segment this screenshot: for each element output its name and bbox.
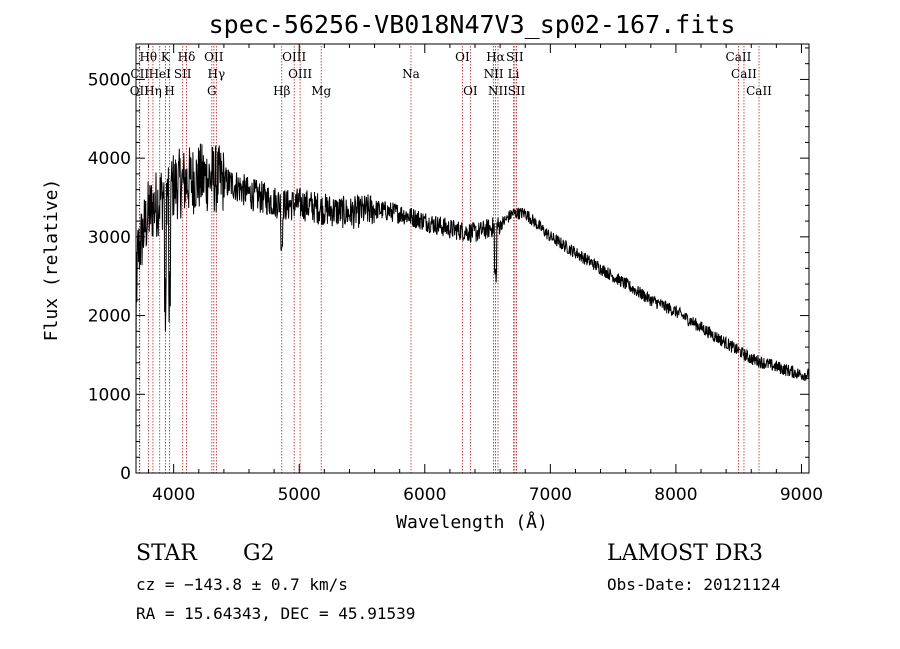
emission-line-label: Hδ <box>178 50 196 64</box>
emission-line-label: Li <box>508 67 520 81</box>
coordinates-info: RA = 15.64343, DEC = 45.91539 <box>136 604 415 623</box>
emission-line-label: K <box>161 50 171 64</box>
object-class: STAR <box>136 541 198 566</box>
x-tick-label: 5000 <box>278 485 321 505</box>
emission-line-label: CaII <box>746 84 772 98</box>
x-axis-label: Wavelength (Å) <box>396 511 548 533</box>
emission-line-label: Hθ <box>139 50 157 64</box>
emission-line-label: Hη <box>144 84 162 98</box>
survey-label: LAMOST DR3 <box>607 541 763 566</box>
y-tick-label: 0 <box>120 464 131 484</box>
y-axis-label: Flux (relative) <box>41 179 62 342</box>
y-tick-label: 1000 <box>88 385 131 405</box>
emission-line-label: NII <box>488 84 508 98</box>
emission-line-label: Hα <box>486 50 505 64</box>
emission-line-label: OIII <box>288 67 312 81</box>
y-tick-label: 5000 <box>88 70 131 90</box>
emission-line-label: Hγ <box>208 67 226 81</box>
y-tick-label: 4000 <box>88 149 131 169</box>
emission-line-label: Na <box>402 67 420 81</box>
object-subclass: G2 <box>243 541 275 566</box>
emission-line-markers <box>138 46 760 473</box>
y-tick-label: 3000 <box>88 228 131 248</box>
emission-line-label: OII <box>130 84 150 98</box>
axis-ticks: 4000 5000 6000 7000 8000 9000 0 1000 2000 3000 400… <box>88 44 823 505</box>
emission-line-label: Hβ <box>273 84 290 98</box>
x-tick-label: 7000 <box>529 485 572 505</box>
emission-line-label: SII <box>174 67 192 81</box>
x-tick-label: 9000 <box>780 485 823 505</box>
emission-line-label: OI <box>463 84 478 98</box>
emission-line-label: HeI <box>149 67 172 81</box>
chart-title: spec-56256-VB018N47V3_sp02-167.fits <box>209 10 736 39</box>
emission-line-label: Mg <box>311 84 331 98</box>
emission-line-label: OIII <box>282 50 306 64</box>
emission-line-label: G <box>207 84 217 98</box>
x-tick-label: 8000 <box>654 485 697 505</box>
emission-line-label: CaII <box>731 67 757 81</box>
emission-line-label: H <box>164 84 174 98</box>
emission-line-label: CaII <box>726 50 752 64</box>
plot-frame <box>135 43 810 474</box>
y-tick-label: 2000 <box>88 307 131 327</box>
redshift-info: cz = −143.8 ± 0.7 km/s <box>136 575 348 594</box>
emission-line-label: SII <box>508 84 526 98</box>
spectrum-line <box>135 143 810 381</box>
emission-line-label: NII <box>484 67 504 81</box>
emission-line-label: SII <box>506 50 524 64</box>
emission-line-label: CII <box>130 67 149 81</box>
x-tick-label: 4000 <box>152 485 195 505</box>
observation-date: Obs-Date: 20121124 <box>607 575 780 594</box>
emission-line-label: OI <box>455 50 470 64</box>
x-tick-label: 6000 <box>403 485 446 505</box>
emission-line-label: OII <box>204 50 224 64</box>
